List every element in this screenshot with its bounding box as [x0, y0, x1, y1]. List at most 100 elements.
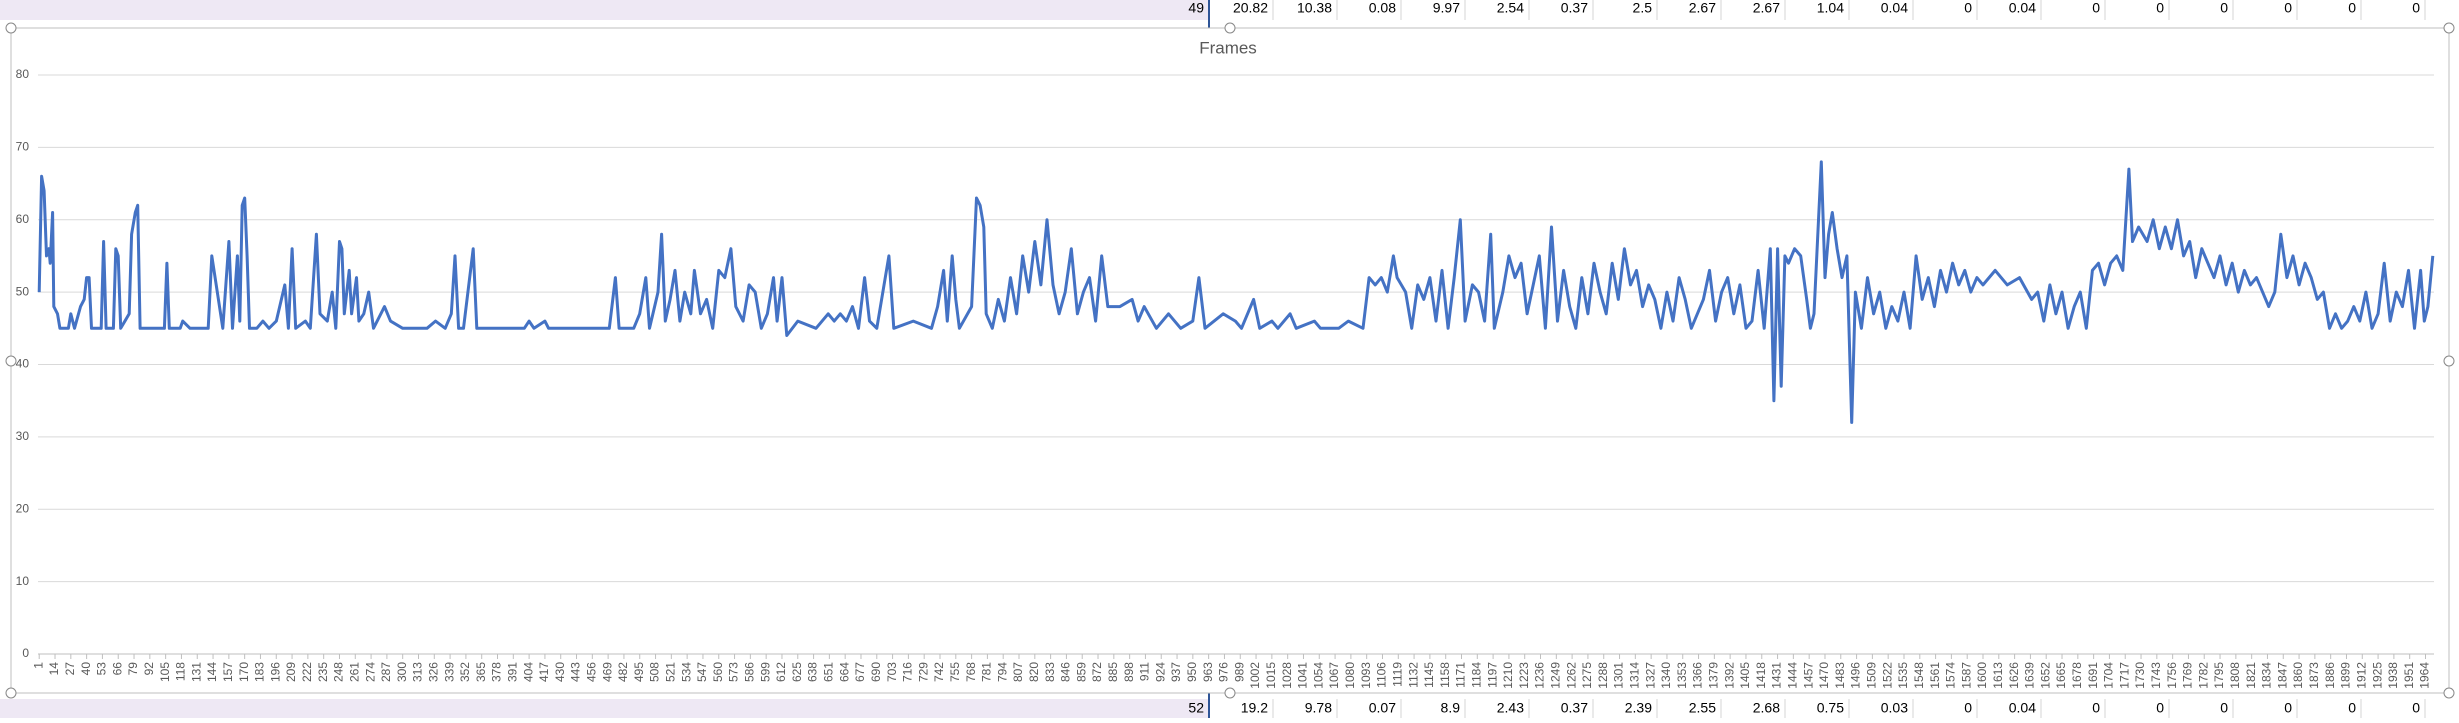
x-tick-label: 1912 — [2354, 662, 2368, 689]
x-tick-label: 1756 — [2165, 662, 2179, 689]
cell-value: 9.97 — [1433, 0, 1460, 16]
x-tick-label: 872 — [1090, 662, 1104, 682]
resize-handle[interactable] — [5, 687, 17, 699]
x-tick-label: 1522 — [1880, 662, 1894, 689]
x-tick-label: 417 — [537, 662, 551, 682]
x-tick-label: 313 — [411, 662, 425, 682]
cell-value: 0 — [1964, 0, 1972, 16]
x-tick-label: 1678 — [2070, 662, 2084, 689]
x-tick-label: 703 — [885, 662, 899, 682]
cell-value: 0 — [2220, 700, 2228, 716]
x-tick-label: 1847 — [2275, 662, 2289, 689]
x-tick-label: 1028 — [1280, 662, 1294, 689]
x-tick-label: 1691 — [2086, 662, 2100, 689]
x-tick-label: 1444 — [1786, 662, 1800, 689]
x-tick-label: 1 — [31, 662, 45, 669]
x-tick-label: 911 — [1138, 662, 1152, 681]
x-tick-label: 196 — [268, 662, 282, 682]
x-tick-label: 1808 — [2228, 662, 2242, 689]
x-tick-label: 807 — [1011, 662, 1025, 682]
cell-value: 0 — [2092, 0, 2100, 16]
selected-row-band — [0, 0, 1209, 20]
resize-handle[interactable] — [1224, 687, 1236, 699]
cell-value: 0 — [2348, 0, 2356, 16]
line-series — [37, 160, 2435, 424]
x-tick-label: 326 — [426, 662, 440, 682]
x-tick-label: 1561 — [1928, 662, 1942, 689]
resize-handle[interactable] — [2443, 22, 2455, 34]
x-tick-label: 1041 — [1296, 662, 1310, 689]
x-tick-label: 976 — [1217, 662, 1231, 682]
x-tick-label: 521 — [664, 662, 678, 682]
cell-value: 10.38 — [1297, 0, 1332, 16]
cell-value: 0.75 — [1817, 700, 1844, 716]
x-tick-label: 1288 — [1596, 662, 1610, 689]
x-tick-label: 586 — [743, 662, 757, 682]
x-tick-label: 1236 — [1533, 662, 1547, 689]
resize-handle[interactable] — [5, 22, 17, 34]
x-tick-label: 781 — [980, 662, 994, 682]
x-tick-label: 443 — [569, 662, 583, 682]
x-tick-label: 950 — [1185, 662, 1199, 682]
cell-value: 2.5 — [1633, 0, 1653, 16]
x-tick-label: 742 — [932, 662, 946, 682]
x-tick-label: 157 — [221, 662, 235, 682]
x-tick-label: 1613 — [1991, 662, 2005, 689]
cell-value: 2.43 — [1497, 700, 1524, 716]
x-tick-label: 235 — [316, 662, 330, 682]
chart-title: Frames — [1199, 38, 1257, 57]
x-tick-label: 729 — [916, 662, 930, 682]
x-tick-label: 183 — [253, 662, 267, 682]
cell-value: 0.04 — [2009, 0, 2036, 16]
cell-value: 0 — [2156, 0, 2164, 16]
x-tick-label: 1392 — [1722, 662, 1736, 689]
x-tick-label: 1054 — [1311, 662, 1325, 689]
x-tick-label: 846 — [1059, 662, 1073, 682]
resize-handle[interactable] — [1224, 22, 1236, 34]
cell-value: 0.37 — [1561, 0, 1588, 16]
x-tick-label: 1626 — [2007, 662, 2021, 689]
cell-value: 1.04 — [1817, 0, 1844, 16]
x-tick-label: 1873 — [2307, 662, 2321, 689]
x-tick-label: 768 — [964, 662, 978, 682]
y-tick-label: 20 — [16, 501, 30, 515]
x-tick-label: 820 — [1027, 662, 1041, 682]
x-tick-label: 1587 — [1959, 662, 1973, 689]
y-tick-label: 40 — [16, 357, 30, 371]
x-tick-label: 469 — [600, 662, 614, 682]
resize-handle[interactable] — [2443, 355, 2455, 367]
x-tick-label: 1184 — [1469, 662, 1483, 688]
x-tick-label: 1210 — [1501, 662, 1515, 689]
x-tick-label: 1197 — [1485, 662, 1499, 688]
x-tick-label: 1704 — [2102, 662, 2116, 689]
x-tick-label: 339 — [442, 662, 456, 682]
x-tick-label: 53 — [95, 662, 109, 676]
x-tick-label: 1730 — [2133, 662, 2147, 689]
y-tick-label: 10 — [16, 574, 30, 588]
cell-value: 8.9 — [1441, 700, 1461, 716]
cell-value: 2.39 — [1625, 700, 1652, 716]
x-tick-label: 170 — [237, 662, 251, 682]
x-tick-label: 1899 — [2339, 662, 2353, 689]
resize-handle[interactable] — [2443, 687, 2455, 699]
cell-value: 0 — [2092, 700, 2100, 716]
x-tick-label: 1639 — [2023, 662, 2037, 689]
x-tick-label: 1574 — [1944, 662, 1958, 689]
x-tick-label: 989 — [1232, 662, 1246, 682]
x-tick-label: 92 — [142, 662, 156, 676]
x-tick-label: 1951 — [2402, 662, 2416, 689]
x-tick-label: 638 — [806, 662, 820, 682]
x-tick-label: 1249 — [1548, 662, 1562, 689]
x-tick-label: 79 — [126, 662, 140, 676]
x-tick-label: 1496 — [1849, 662, 1863, 689]
row-number: 52 — [1188, 700, 1204, 716]
x-tick-label: 1457 — [1801, 662, 1815, 689]
resize-handle[interactable] — [5, 355, 17, 367]
y-tick-label: 80 — [16, 67, 30, 81]
x-tick-label: 1145 — [1422, 662, 1436, 688]
x-tick-label: 352 — [458, 662, 472, 682]
x-tick-label: 27 — [63, 662, 77, 676]
x-tick-label: 1067 — [1327, 662, 1341, 689]
x-tick-label: 612 — [774, 662, 788, 682]
x-tick-label: 716 — [901, 662, 915, 682]
